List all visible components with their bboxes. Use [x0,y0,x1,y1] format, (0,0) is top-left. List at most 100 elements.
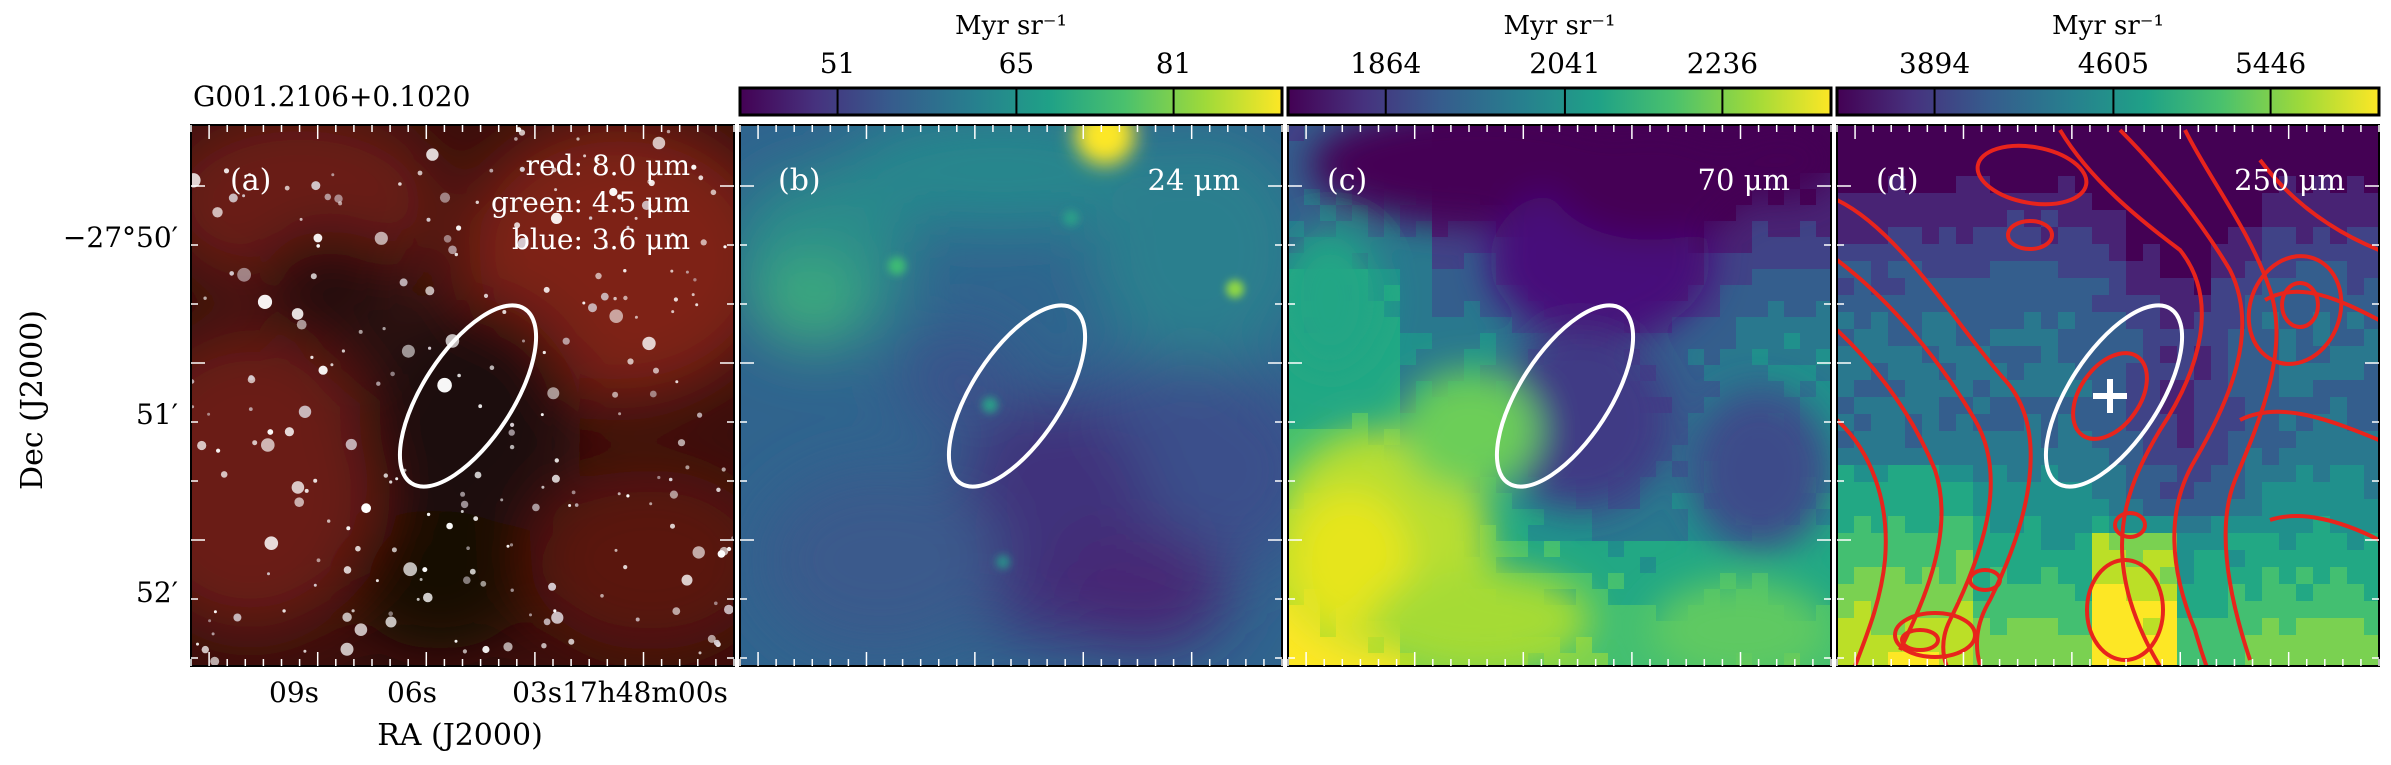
star [210,656,220,666]
star [548,582,557,591]
star [509,543,514,547]
star [522,339,525,343]
star [713,639,720,646]
star [220,471,228,478]
star [623,269,627,273]
star [626,225,630,229]
star [482,645,490,654]
aperture-ellipse [397,303,539,489]
star [634,315,638,319]
star [212,207,223,218]
star [391,547,397,553]
star [489,365,495,371]
star [571,490,576,495]
star [291,481,305,494]
star [340,642,354,656]
star [666,129,671,134]
panel-c-wavelength: 70 μm [1698,163,1790,197]
colorbar-unit: Myr sr⁻¹ [2052,11,2164,41]
star [454,639,458,643]
star [551,167,557,173]
star [267,572,270,576]
star [463,576,471,584]
panel-a-legend-blue: blue: 3.6 μm [512,223,690,256]
star [543,286,550,293]
star [376,381,381,386]
star [456,225,462,231]
star [588,216,593,220]
star [267,429,274,435]
contour-closed [1975,143,2089,207]
star [313,233,323,243]
star [685,465,690,470]
star [208,619,212,623]
star [707,634,716,643]
star [284,185,290,191]
star [351,609,355,613]
star [304,488,309,493]
star [508,429,515,436]
colorbar-tick-label: 51 [820,47,856,80]
star [670,523,675,529]
star [331,173,335,177]
star [649,390,657,398]
star [223,168,230,174]
star [248,173,252,177]
star [600,292,609,301]
star [700,239,707,246]
star [462,649,467,654]
star [242,194,246,198]
star [502,310,507,314]
star [648,179,655,187]
star [652,136,666,150]
star [395,477,399,481]
star [617,492,621,496]
star [313,478,318,483]
star [668,477,673,482]
colorbar-tick-label: 81 [1156,47,1192,80]
star [595,272,602,280]
star [541,485,545,489]
star [426,217,431,222]
star [382,327,386,331]
contour-closed [2113,511,2147,539]
star [298,405,312,418]
contour-closed [2006,219,2054,251]
panel-a-tag: (a) [230,163,271,198]
star [532,503,540,512]
star [303,649,307,653]
star [426,512,431,517]
contour-line [2058,128,2204,666]
star [428,346,432,350]
star [623,565,628,570]
star [439,192,451,203]
colorbar-tick-label: 2236 [1687,47,1758,80]
star [649,502,653,506]
colorbar-tick-label: 65 [999,47,1035,80]
star [714,601,718,606]
star [691,293,695,297]
star [342,612,352,622]
star [423,592,433,603]
panel-d-wavelength: 250 μm [2234,163,2345,197]
panel-a-legend-green: green: 4.5 μm [491,186,690,219]
colorbar-c: 1864 2041 2236 Myr sr⁻¹ [1286,11,1833,117]
colorbar-tick-label: 5446 [2235,47,2306,80]
star [233,613,242,622]
star [358,329,363,334]
star [671,232,675,236]
star [473,516,479,521]
panel-d-image [1837,125,2379,666]
star [697,412,703,418]
star [670,269,674,273]
contour-line [1837,328,1944,651]
star [354,623,368,636]
star [719,546,729,556]
star [685,270,689,274]
star [197,440,207,451]
star [248,407,253,411]
star [517,237,529,249]
star [657,475,661,480]
star [345,438,357,451]
star [252,440,258,446]
